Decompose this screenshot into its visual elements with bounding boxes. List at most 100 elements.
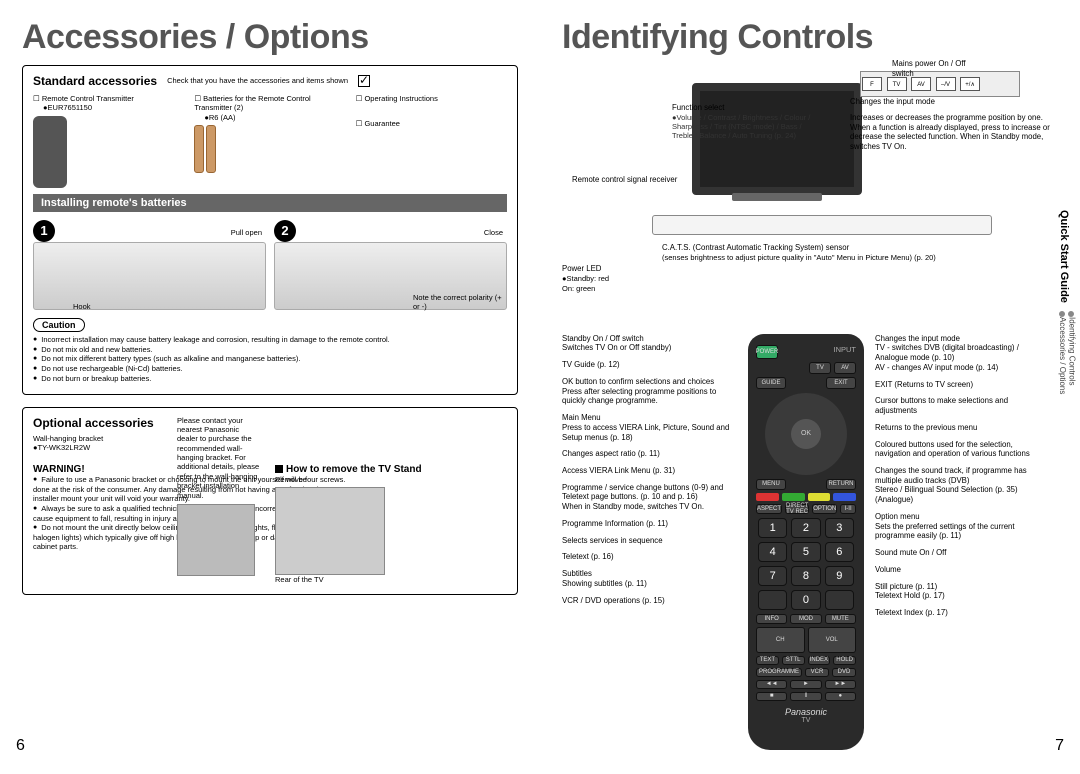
step1-hook: Hook xyxy=(73,302,91,311)
lbl-proginfo: Programme Information (p. 11) xyxy=(562,519,737,529)
lbl-subtitles: Subtitles Showing subtitles (p. 11) xyxy=(562,569,737,588)
num-5: 5 xyxy=(791,542,820,562)
text-btn: TEXT xyxy=(756,656,779,665)
caution-item: Do not mix different battery types (such… xyxy=(33,354,507,364)
updown-callout: Increases or decreases the programme pos… xyxy=(850,113,1050,152)
num-blank1 xyxy=(758,590,787,610)
tv-btn: TV xyxy=(809,362,831,374)
green-btn xyxy=(782,493,805,501)
lbl-teletext: Teletext (p. 16) xyxy=(562,552,737,562)
direct-btn: DIRECT TV REC xyxy=(785,504,809,514)
num-1: 1 xyxy=(758,518,787,538)
color-buttons xyxy=(756,493,856,501)
panel-btn-tv: TV xyxy=(887,77,907,91)
red-btn xyxy=(756,493,779,501)
page-number-right: 7 xyxy=(1055,737,1064,755)
standard-accessories-box: Standard accessories Check that you have… xyxy=(22,65,518,395)
transport-5: ǁ xyxy=(790,692,821,701)
lbl-vieralink: Access VIERA Link Menu (p. 31) xyxy=(562,466,737,476)
page-right: Identifying Controls F TV AV –/V +/∧ Mai… xyxy=(540,0,1080,763)
transport-4: ■ xyxy=(756,692,787,701)
acc3-label: Operating Instructions xyxy=(364,94,437,103)
ch-rocker: CH xyxy=(756,627,805,653)
remote-thumb-icon xyxy=(33,116,67,188)
rc-receiver-callout: Remote control signal receiver xyxy=(572,175,732,185)
transport-6: ● xyxy=(825,692,856,701)
acc2-part: R6 (AA) xyxy=(209,113,236,122)
lbl-inputmode: Changes the input mode TV - switches DVB… xyxy=(875,334,1050,373)
lbl-vcrdvd: VCR / DVD operations (p. 15) xyxy=(562,596,737,606)
caution-item: Do not burn or breakup batteries. xyxy=(33,374,507,384)
lbl-ok: OK button to confirm selections and choi… xyxy=(562,377,737,406)
func-sel-head: Function select xyxy=(672,103,812,113)
checkmark-icon xyxy=(358,75,370,87)
lbl-option: Option menu Sets the preferred settings … xyxy=(875,512,1050,541)
page-title-left: Accessories / Options xyxy=(22,18,518,57)
caution-item: Do not mix old and new batteries. xyxy=(33,345,507,355)
guide-btn: GUIDE xyxy=(756,377,786,389)
acc2-label: Batteries for the Remote Control Transmi… xyxy=(194,94,310,112)
aspect-btn: ASPECT xyxy=(756,504,782,514)
opt-item: Wall-hanging bracket xyxy=(33,434,163,443)
tvstand-note: Remove four screws. xyxy=(275,475,507,484)
tvstand-cap: Rear of the TV xyxy=(275,575,507,584)
panel-btn-down: –/V xyxy=(936,77,956,91)
caution-item: Do not use rechargeable (Ni-Cd) batterie… xyxy=(33,364,507,374)
opt-note: Please contact your nearest Panasonic de… xyxy=(177,416,261,500)
tvstand-image xyxy=(275,487,385,575)
powerled-head: Power LED xyxy=(562,264,601,273)
step2-close: Close xyxy=(484,228,503,237)
num-blank2 xyxy=(825,590,854,610)
install-batteries-head: Installing remote's batteries xyxy=(33,194,507,212)
mute-btn: MUTE xyxy=(825,614,856,624)
powerled-callout: Power LED ●Standby: red On: green xyxy=(562,264,1050,293)
lbl-cursor: Cursor buttons to make selections and ad… xyxy=(875,396,1050,415)
std-acc-note: Check that you have the accessories and … xyxy=(167,76,348,85)
num-2: 2 xyxy=(791,518,820,538)
tv-diagram: F TV AV –/V +/∧ Mains power On / Off swi… xyxy=(562,65,1050,213)
remote-body: POWER INPUT TV AV GUIDE EXIT OK xyxy=(748,334,864,750)
acc4-label: Guarantee xyxy=(364,119,399,128)
install-step-1: 1 Pull open Hook xyxy=(33,220,266,310)
lbl-chseq: Selects services in sequence xyxy=(562,536,737,546)
func-sel-callout: Function select ●Volume / Contrast / Bri… xyxy=(672,103,812,141)
multi-btn: I-II xyxy=(840,504,856,514)
vol-rocker: VOL xyxy=(808,627,857,653)
transport-2: ► xyxy=(790,680,821,689)
install-step-2: 2 Close Note the correct polarity (+ or … xyxy=(274,220,507,310)
num-4: 4 xyxy=(758,542,787,562)
blue-btn xyxy=(833,493,856,501)
side-tab: Quick Start Guide Identifying Controls A… xyxy=(1058,210,1076,530)
tv-label: TV xyxy=(756,717,856,724)
brand-label: Panasonic xyxy=(756,707,856,717)
page-number-left: 6 xyxy=(16,737,25,755)
acc1-part: EUR7651150 xyxy=(48,103,92,112)
num-3: 3 xyxy=(825,518,854,538)
acc-batteries: ☐ Batteries for the Remote Control Trans… xyxy=(194,94,345,188)
step1-pull: Pull open xyxy=(231,228,262,237)
acc-remote: ☐ Remote Control Transmitter ●EUR7651150 xyxy=(33,94,184,188)
page-title-right: Identifying Controls xyxy=(562,18,1050,57)
power-btn: POWER xyxy=(756,345,778,359)
exit-btn: EXIT xyxy=(826,377,856,389)
option-btn: OPTION xyxy=(812,504,837,514)
bracket-image xyxy=(177,504,255,576)
caution-pill: Caution xyxy=(33,318,85,332)
acc1-label: Remote Control Transmitter xyxy=(42,94,134,103)
num-8: 8 xyxy=(791,566,820,586)
inputmode-callout: Changes the input mode xyxy=(850,97,1050,107)
optional-accessories-box: Optional accessories Wall-hanging bracke… xyxy=(22,407,518,596)
num-0: 0 xyxy=(791,590,820,610)
lbl-tvguide: TV Guide (p. 12) xyxy=(562,360,737,370)
toc-labels: Identifying Controls Accessories / Optio… xyxy=(1058,311,1077,394)
step-1-number: 1 xyxy=(33,220,55,242)
menu-btn: MENU xyxy=(756,479,786,490)
square-icon xyxy=(275,465,283,473)
powerled-detail: Standby: red On: green xyxy=(562,274,609,293)
av-btn: AV xyxy=(834,362,856,374)
page-left: Accessories / Options Standard accessori… xyxy=(0,0,540,763)
mod-btn: MOD xyxy=(790,614,821,624)
lbl-colorbtns: Coloured buttons used for the selection,… xyxy=(875,440,1050,459)
lbl-mainmenu: Main Menu Press to access VIERA Link, Pi… xyxy=(562,413,737,442)
lbl-volume: Volume xyxy=(875,565,1050,575)
